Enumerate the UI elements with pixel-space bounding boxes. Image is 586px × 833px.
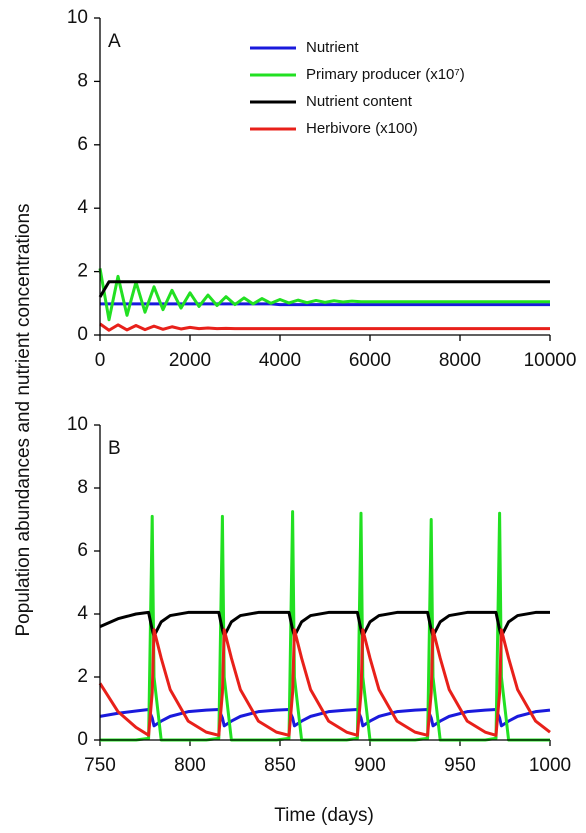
x-tick-label: 800: [174, 755, 206, 776]
series-line: [100, 302, 550, 307]
x-tick-label: 850: [264, 755, 296, 776]
legend-label: Herbivore (x100): [306, 120, 418, 137]
y-tick-label: 2: [77, 261, 88, 282]
series-line: [98, 268, 550, 322]
legend-label: Nutrient: [306, 39, 359, 56]
legend-label: Nutrient content: [306, 93, 413, 110]
series-line: [98, 628, 551, 737]
series-line: [100, 510, 550, 742]
x-tick-label: 750: [84, 755, 116, 776]
y-tick-label: 0: [77, 729, 88, 750]
x-tick-label: 900: [354, 755, 386, 776]
y-axis-label: Population abundances and nutrient conce…: [13, 203, 34, 636]
panel-label: B: [108, 438, 121, 459]
panel-label: A: [108, 31, 121, 52]
y-tick-label: 8: [77, 477, 88, 498]
x-tick-label: 4000: [259, 350, 301, 371]
series-line: [99, 610, 550, 638]
x-tick-label: 10000: [524, 350, 577, 371]
y-tick-label: 10: [67, 7, 88, 28]
x-tick-label: 2000: [169, 350, 211, 371]
x-tick-label: 950: [444, 755, 476, 776]
x-tick-label: 1000: [529, 755, 571, 776]
y-tick-label: 6: [77, 540, 88, 561]
series-line: [98, 280, 550, 298]
y-tick-label: 4: [77, 603, 88, 624]
y-tick-label: 2: [77, 666, 88, 687]
y-tick-label: 8: [77, 70, 88, 91]
y-tick-label: 10: [67, 414, 88, 435]
y-tick-label: 6: [77, 134, 88, 155]
x-axis-label: Time (days): [274, 805, 374, 826]
series-line: [99, 707, 551, 728]
x-tick-label: 0: [95, 350, 106, 371]
y-tick-label: 4: [77, 197, 88, 218]
y-tick-label: 0: [77, 324, 88, 345]
x-tick-label: 8000: [439, 350, 481, 371]
series-line: [99, 322, 550, 332]
x-tick-label: 6000: [349, 350, 391, 371]
legend-label: Primary producer (x10⁷): [306, 66, 465, 83]
